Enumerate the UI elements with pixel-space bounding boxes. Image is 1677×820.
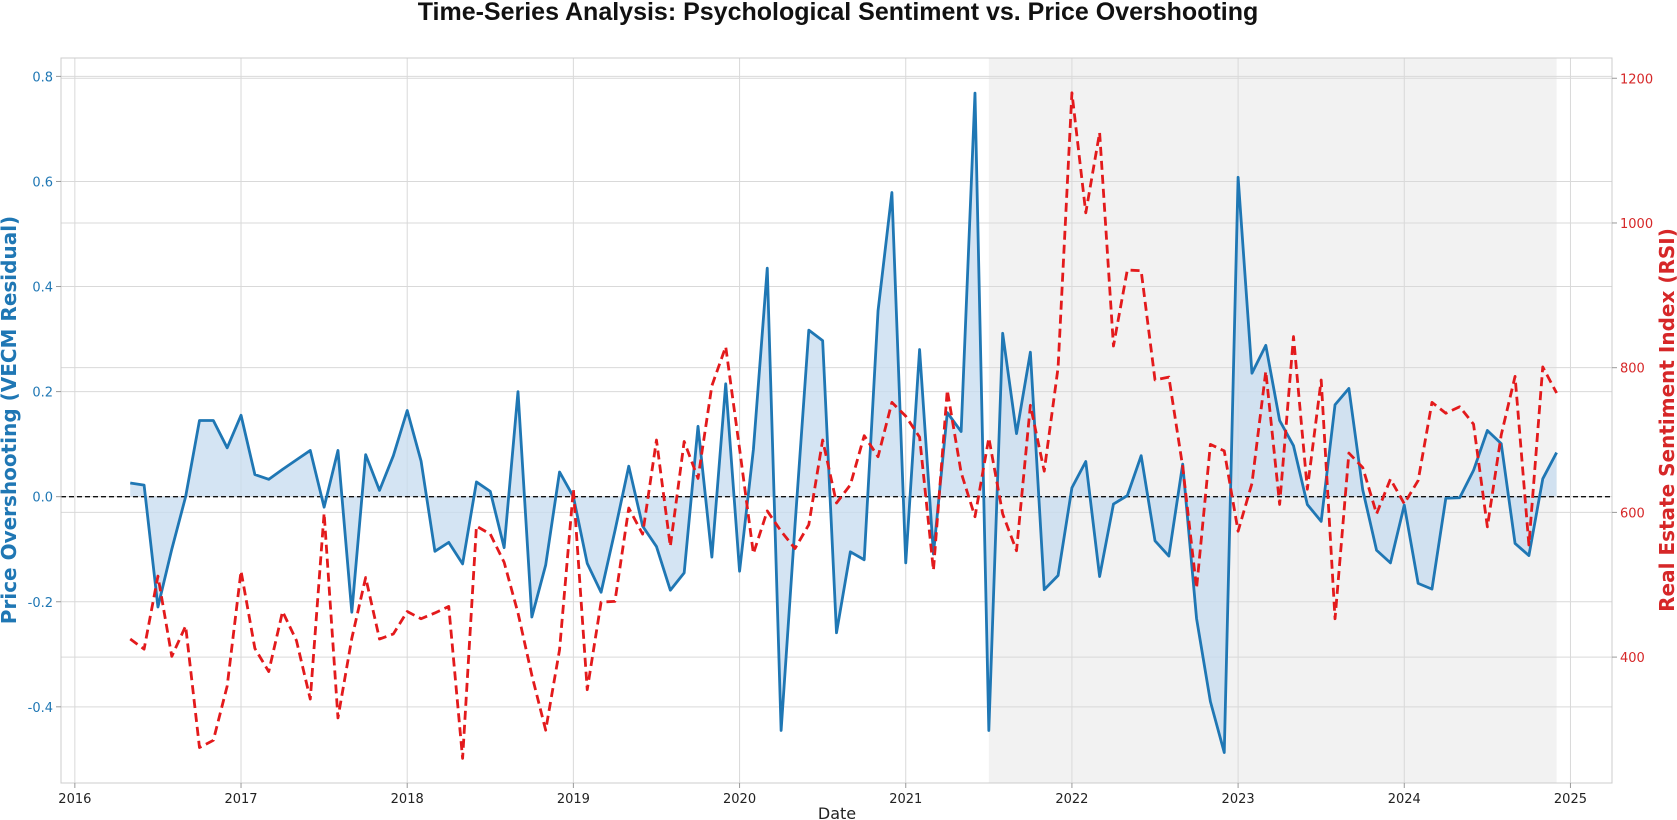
y-left-tick-label: 0.0 xyxy=(32,491,53,506)
sentiment-line xyxy=(129,91,1558,760)
y-right-axis-label: Real Estate Sentiment Index (RSI) xyxy=(1655,228,1677,612)
y-right-tick-label: 400 xyxy=(1620,651,1645,666)
x-tick-label: 2017 xyxy=(224,792,257,807)
x-axis-label: Date xyxy=(818,804,856,820)
y-left-axis-ticks: -0.4 -0.2 0.0 0.2 0.4 0.6 0.8 xyxy=(28,70,61,716)
y-left-axis-label: Price Overshooting (VECM Residual) xyxy=(0,216,21,624)
y-left-tick-label: 0.8 xyxy=(32,70,53,85)
y-left-tick-label: 0.6 xyxy=(32,175,53,190)
residual-fill xyxy=(130,93,1557,753)
x-tick-label: 2025 xyxy=(1554,792,1587,807)
y-right-tick-label: 600 xyxy=(1620,506,1645,521)
x-tick-label: 2021 xyxy=(889,792,922,807)
sentiment-series-line xyxy=(129,91,1558,760)
x-axis-ticks: 2016 2017 2018 2019 2020 2021 2022 2023 2024 2025 xyxy=(58,783,1587,807)
x-tick-label: 2022 xyxy=(1055,792,1088,807)
x-tick-label: 2018 xyxy=(391,792,424,807)
x-tick-label: 2019 xyxy=(557,792,590,807)
residual-line xyxy=(130,91,1558,754)
x-tick-label: 2016 xyxy=(58,792,91,807)
chart-title: Time-Series Analysis: Psychological Sent… xyxy=(418,0,1259,26)
y-left-tick-label: 0.4 xyxy=(32,281,53,296)
x-tick-label: 2020 xyxy=(723,792,756,807)
plot-frame xyxy=(60,57,1613,784)
residual-series-line xyxy=(130,91,1558,754)
y-left-tick-label: -0.2 xyxy=(28,596,53,611)
y-right-tick-label: 1200 xyxy=(1620,72,1653,87)
y-right-tick-label: 800 xyxy=(1620,362,1645,377)
x-tick-label: 2024 xyxy=(1388,792,1421,807)
residual-area xyxy=(130,93,1557,753)
y-right-tick-label: 1000 xyxy=(1620,217,1653,232)
y-right-axis-ticks: 400 600 800 1000 1200 xyxy=(1612,72,1653,666)
y-left-tick-label: -0.4 xyxy=(28,701,53,716)
y-left-tick-label: 0.2 xyxy=(32,386,53,401)
x-tick-label: 2023 xyxy=(1222,792,1255,807)
